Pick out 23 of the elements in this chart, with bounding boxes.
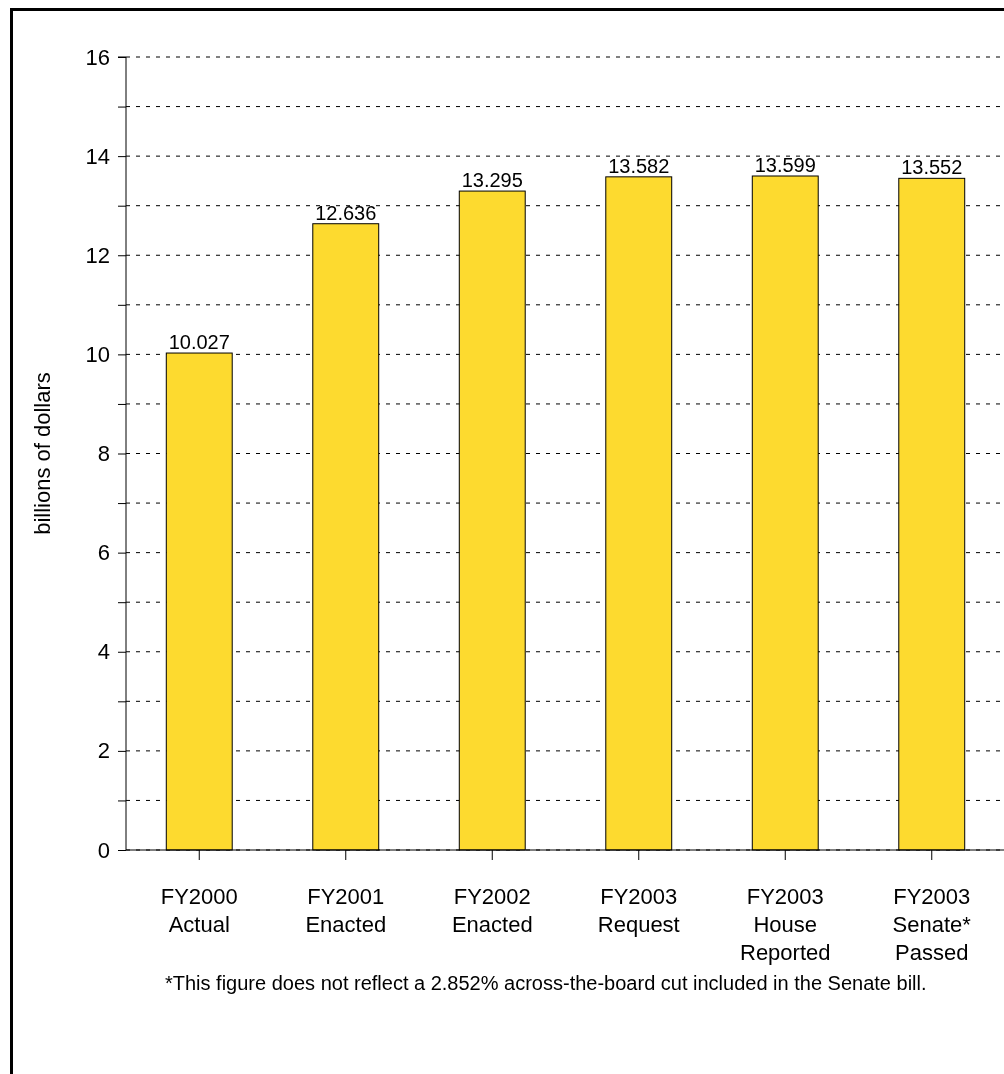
data-label: 13.599 bbox=[754, 154, 816, 176]
y-tick-label: 6 bbox=[97, 540, 110, 566]
y-tick-label: 4 bbox=[97, 639, 110, 665]
y-tick-label: 10 bbox=[85, 341, 110, 367]
y-tick-label: 12 bbox=[85, 242, 110, 268]
y-tick-label: 16 bbox=[85, 44, 110, 70]
x-tick-label: FY2003 Request bbox=[597, 884, 680, 937]
y-tick-label: 8 bbox=[97, 441, 110, 467]
data-label: 13.582 bbox=[608, 154, 670, 177]
data-label: 10.027 bbox=[168, 331, 230, 354]
y-tick-label: 2 bbox=[97, 738, 110, 764]
y-tick-label: 14 bbox=[85, 143, 110, 169]
x-tick-label: FY2003 Senate* Passed bbox=[892, 884, 972, 965]
x-tick-label: FY2003 House Reported bbox=[739, 884, 831, 965]
x-tick-label: FY2000 Actual bbox=[160, 884, 238, 937]
data-label: 13.295 bbox=[461, 169, 523, 192]
x-tick-label: FY2001 Enacted bbox=[305, 884, 387, 937]
y-tick-label: 0 bbox=[97, 837, 110, 863]
y-axis-title: billions of dollars bbox=[30, 372, 55, 535]
data-label: 12.636 bbox=[315, 201, 377, 224]
x-tick-label: FY2002 Enacted bbox=[451, 884, 533, 937]
data-label: 13.552 bbox=[901, 156, 963, 179]
text: *This figure does not reflect a 2.852% across-the-board cut included in the Senate bill. bbox=[165, 972, 928, 994]
